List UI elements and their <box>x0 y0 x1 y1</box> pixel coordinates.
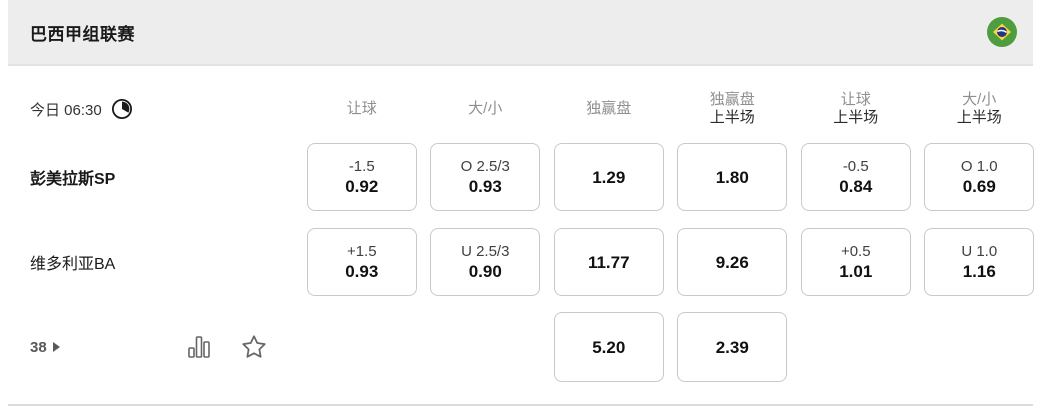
home-team-row: 彭美拉斯SP -1.5 0.92 O 2.5/3 0.93 1.29 1.80 <box>0 143 1041 211</box>
stats-icon[interactable] <box>186 334 212 360</box>
odds-box-handicap-1h-away[interactable]: +0.5 1.01 <box>800 228 911 296</box>
odds-box-handicap-1h-home[interactable]: -0.5 0.84 <box>800 143 911 211</box>
odds-box-moneyline-draw[interactable]: 5.20 <box>553 312 664 382</box>
league-title: 巴西甲组联赛 <box>30 24 135 44</box>
columns-header-row: 今日 06:30 让球 大/小 独赢盘 独赢盘 上半场 让球 上半场 大/小 <box>0 86 1041 132</box>
star-icon[interactable] <box>240 333 268 361</box>
away-team-cell: 维多利亚BA <box>0 228 300 296</box>
odds-box-moneyline-home[interactable]: 1.29 <box>553 143 664 211</box>
away-team-name: 维多利亚BA <box>30 256 116 273</box>
home-team-cell: 彭美拉斯SP <box>0 143 300 211</box>
chevron-right-icon <box>52 342 60 352</box>
odds-box-handicap-away[interactable]: +1.5 0.93 <box>306 228 417 296</box>
odds-box-handicap-home[interactable]: -1.5 0.92 <box>306 143 417 211</box>
odds-box-over[interactable]: O 2.5/3 0.93 <box>430 143 541 211</box>
col-header-moneyline: 独赢盘 <box>586 100 632 117</box>
odds-box-moneyline-1h-away[interactable]: 9.26 <box>677 228 788 296</box>
col-header-over-under: 大/小 <box>468 100 503 117</box>
more-markets-button[interactable]: 38 <box>30 339 60 356</box>
league-header: 巴西甲组联赛 <box>8 0 1033 66</box>
match-time: 今日 06:30 <box>30 101 102 119</box>
col-header-handicap-1h: 让球 上半场 <box>833 91 879 126</box>
match-time-cell: 今日 06:30 <box>0 86 300 132</box>
odds-box-moneyline-1h-draw[interactable]: 2.39 <box>677 312 788 382</box>
brazil-flag-icon <box>987 17 1017 47</box>
col-header-handicap: 让球 <box>346 100 377 117</box>
odds-box-moneyline-away[interactable]: 11.77 <box>553 228 664 296</box>
odds-box-moneyline-1h-home[interactable]: 1.80 <box>677 143 788 211</box>
match-footer-cell: 38 <box>0 312 300 382</box>
odds-box-under[interactable]: U 2.5/3 0.90 <box>430 228 541 296</box>
bottom-divider <box>8 404 1033 406</box>
away-team-row: 维多利亚BA +1.5 0.93 U 2.5/3 0.90 11.77 9.26 <box>0 228 1041 296</box>
clock-icon <box>111 98 133 120</box>
draw-row: 38 5.20 2 <box>0 312 1041 382</box>
col-header-moneyline-1h: 独赢盘 上半场 <box>709 91 755 126</box>
odds-box-over-1h[interactable]: O 1.0 0.69 <box>924 143 1035 211</box>
col-header-over-under-1h: 大/小 上半场 <box>956 91 1002 126</box>
odds-box-under-1h[interactable]: U 1.0 1.16 <box>924 228 1035 296</box>
home-team-name: 彭美拉斯SP <box>30 171 116 188</box>
